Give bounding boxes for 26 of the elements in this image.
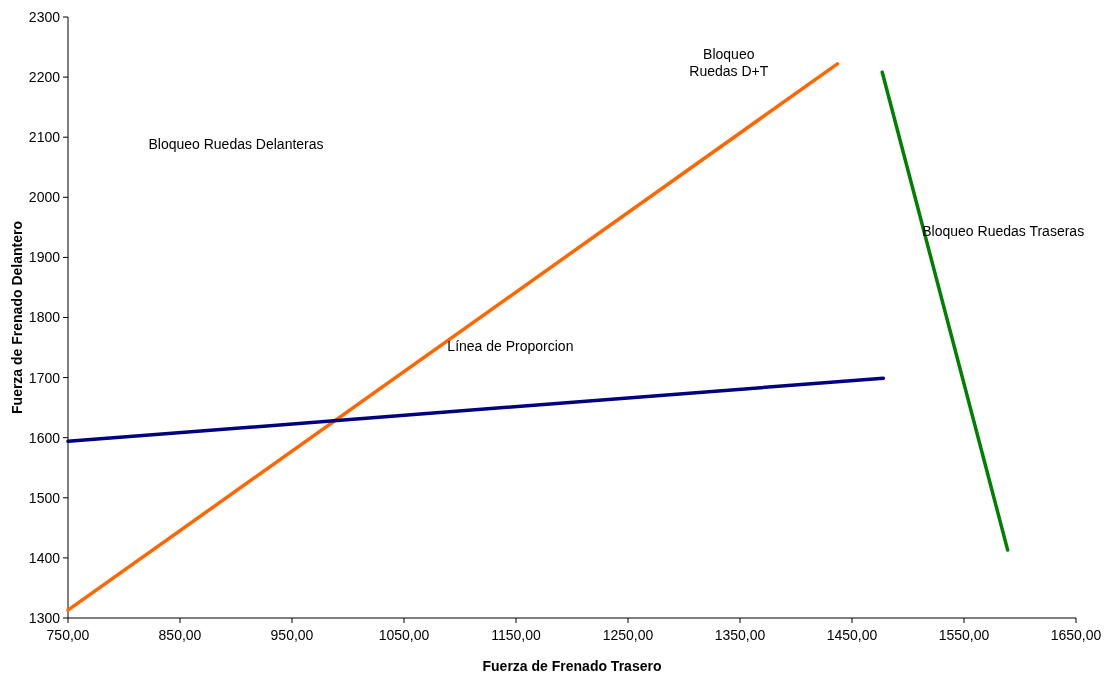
x-tick-label: 1150,00 bbox=[491, 627, 541, 643]
y-tick-label: 1900 bbox=[28, 249, 61, 266]
y-tick-label: 1800 bbox=[28, 309, 61, 326]
x-tick-label: 1050,00 bbox=[378, 627, 430, 643]
x-tick-label: 1250,00 bbox=[602, 627, 654, 643]
y-tick-label: 2200 bbox=[28, 69, 61, 85]
x-axis-title: Fuerza de Frenado Trasero bbox=[482, 658, 662, 674]
y-tick-label: 2000 bbox=[28, 189, 61, 206]
y-tick-label: 2300 bbox=[28, 8, 61, 25]
y-axis-title: Fuerza de Frenado Delantero bbox=[9, 221, 25, 414]
x-tick-label: 1450,00 bbox=[826, 627, 878, 643]
annotation: Línea de Proporcion bbox=[447, 337, 574, 354]
x-tick-label: 1350,00 bbox=[714, 627, 766, 643]
y-tick-label: 1400 bbox=[28, 549, 61, 566]
x-tick-label: 1650,00 bbox=[1050, 627, 1102, 643]
y-tick-label: 1600 bbox=[28, 429, 61, 446]
y-tick-label: 1300 bbox=[28, 609, 61, 626]
annotation: Bloqueo Ruedas Delanteras bbox=[148, 136, 324, 153]
y-tick-label: 2100 bbox=[28, 129, 61, 146]
x-tick-label: 850,00 bbox=[158, 627, 202, 643]
x-tick-label: 1550,00 bbox=[938, 627, 990, 643]
y-tick-label: 1500 bbox=[28, 489, 61, 506]
x-tick-label: 750,00 bbox=[46, 627, 90, 643]
y-tick-label: 1700 bbox=[28, 369, 61, 386]
annotation: Bloqueo Ruedas D+T bbox=[689, 46, 769, 79]
x-tick-label: 950,00 bbox=[270, 627, 314, 643]
